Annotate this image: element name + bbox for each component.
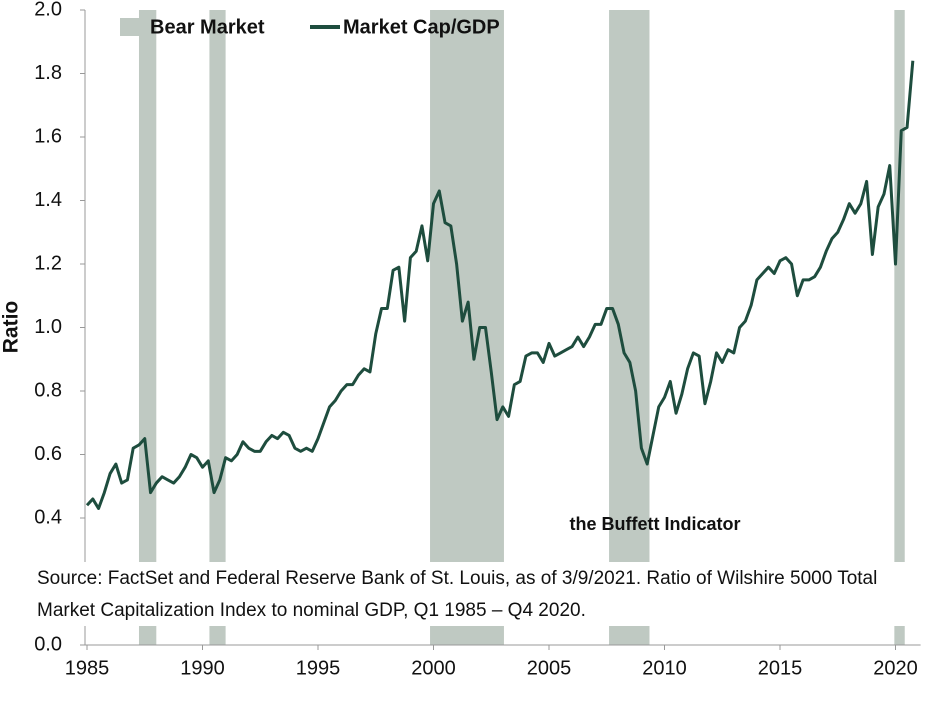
y-tick-label: 0.0 [34,633,62,655]
y-tick-label: 0.8 [34,379,62,401]
source-text: Market Capitalization Index to nominal G… [37,600,586,621]
bear-band [894,10,905,645]
y-tick-label: 1.2 [34,252,62,274]
y-axis-label: Ratio [0,301,23,354]
x-tick-label: 1995 [296,657,341,679]
x-tick-label: 1985 [65,657,110,679]
y-tick-label: 2.0 [34,0,62,20]
x-tick-label: 2000 [411,657,456,679]
legend-label: Bear Market [150,16,265,38]
y-tick-label: 1.0 [34,316,62,338]
lines [85,60,915,510]
series-line [85,60,915,510]
y-tick-label: 1.6 [34,125,62,147]
bear-band [609,10,650,645]
y-tick-label: 0.6 [34,443,62,465]
legend-label: Market Cap/GDP [343,16,500,38]
legend: Bear Market Market Cap/GDP [120,16,500,38]
y-tick-label: 0.4 [34,506,62,528]
annotation: the Buffett Indicator [570,514,741,534]
bear-band [138,10,157,645]
bear-band [209,10,226,645]
bear-band [430,10,504,645]
x-tick-label: 1990 [180,657,225,679]
axes: 0.0 0.4 0.6 0.8 1.0 1.2 1.4 1.6 1.8 2.0 1985 1990 19… [34,0,921,679]
x-tick-label: 2015 [758,657,803,679]
y-tick-label: 1.8 [34,62,62,84]
x-tick-label: 2005 [527,657,572,679]
legend-swatch [120,18,146,36]
source-text: Source: FactSet and Federal Reserve Bank… [37,568,877,589]
source-box [30,562,948,626]
y-tick-label: 1.4 [34,189,62,211]
bear-bands [138,10,905,645]
x-tick-label: 2020 [873,657,918,679]
x-tick-label: 2010 [642,657,687,679]
